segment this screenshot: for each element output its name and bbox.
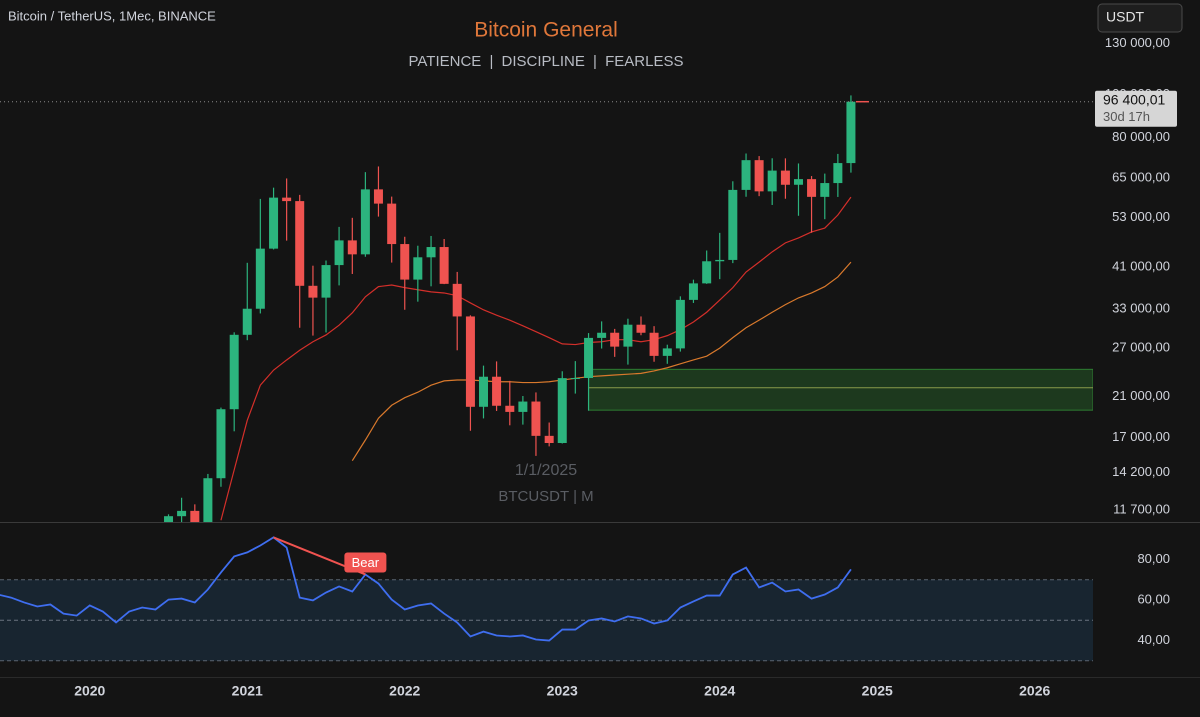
candle-body — [426, 247, 436, 258]
candle-body — [360, 189, 370, 255]
candle-body — [216, 409, 226, 479]
candle-body — [544, 435, 554, 443]
divergence-label-box — [344, 552, 387, 573]
candle-body — [649, 332, 659, 356]
moving-average — [351, 261, 852, 461]
x-tick-label: 2024 — [704, 683, 735, 699]
candle-body — [347, 240, 357, 255]
y-tick-label: 33 000,00 — [1112, 301, 1170, 316]
candle-body — [413, 257, 423, 280]
candle-body — [203, 478, 213, 522]
price-tag — [1095, 90, 1177, 127]
y-tick-label: 80,00 — [1137, 551, 1170, 566]
candle-body — [190, 510, 200, 522]
x-tick-label: 2020 — [74, 683, 105, 699]
candle-body — [229, 334, 239, 410]
candle-body — [728, 189, 738, 260]
candle-body — [387, 203, 397, 245]
candle-body — [518, 401, 528, 412]
divergence-label: Bear — [352, 555, 380, 570]
y-tick-label: 53 000,00 — [1112, 209, 1170, 224]
moving-average — [220, 196, 852, 521]
candle-body — [688, 283, 698, 300]
candle-body — [334, 240, 344, 266]
x-tick-label: 2026 — [1019, 683, 1050, 699]
candle-body — [177, 510, 187, 517]
candle-body — [715, 259, 725, 262]
y-tick-label: 130 000,00 — [1105, 35, 1170, 50]
x-tick-label: 2021 — [232, 683, 263, 699]
y-tick-label: 27 000,00 — [1112, 340, 1170, 355]
x-tick-label: 2023 — [547, 683, 578, 699]
candle-body — [557, 378, 567, 443]
price-tag-countdown: 30d 17h — [1103, 109, 1150, 124]
y-tick-label: 60,00 — [1137, 591, 1170, 606]
symbol-header: Bitcoin / TetherUS, 1Mec, BINANCE — [8, 8, 216, 23]
candle-body — [623, 324, 633, 347]
rsi-line — [0, 536, 852, 642]
currency-label[interactable]: USDT — [1106, 9, 1145, 25]
candle-body — [793, 179, 803, 185]
rsi-pane — [0, 536, 1093, 662]
y-tick-label: 14 200,00 — [1112, 464, 1170, 479]
candle-body — [767, 170, 777, 192]
price-tag-label: 96 400,01 — [1103, 91, 1165, 107]
y-tick-label: 11 700,00 — [1113, 501, 1170, 516]
overlay: 11 700,00 14 200,00 17 000,00 21 000,00 27 0… — [74, 35, 1177, 699]
candle-body — [479, 376, 489, 407]
candle-body — [269, 197, 279, 249]
watermark-date: 1/1/2025 — [515, 462, 577, 479]
x-tick-label: 2022 — [389, 683, 420, 699]
y-tick-label: 41 000,00 — [1112, 259, 1170, 274]
y-tick-label: 17 000,00 — [1112, 429, 1170, 444]
candle-body — [754, 160, 764, 192]
candle-body — [321, 265, 331, 298]
y-tick-label: 40,00 — [1137, 632, 1170, 647]
chart-title: Bitcoin General — [474, 19, 618, 42]
price-pane — [0, 95, 1093, 522]
currency-button-box[interactable] — [1097, 3, 1183, 33]
candle-body — [662, 348, 672, 356]
candle-body — [492, 376, 502, 406]
candle-body — [702, 261, 712, 284]
candle-body — [452, 283, 462, 317]
candle-body — [400, 244, 410, 280]
candle-body — [597, 332, 607, 338]
candle-body — [570, 377, 580, 379]
candle-body — [636, 324, 646, 333]
candle-body — [820, 183, 830, 197]
watermark-symbol: BTCUSDT | M — [498, 488, 593, 505]
demand-zone — [588, 368, 1093, 411]
chart-subtitle: PATIENCE | DISCIPLINE | FEARLESS — [409, 53, 684, 70]
x-tick-label: 2025 — [862, 683, 893, 699]
currency-button[interactable]: USDT — [1097, 3, 1183, 33]
y-tick-label: 21 000,00 — [1112, 388, 1170, 403]
candle-body — [531, 401, 541, 436]
candle-body — [465, 316, 475, 407]
candle-body — [282, 197, 292, 202]
candle-body — [833, 163, 843, 184]
candle-body — [255, 248, 265, 309]
candle-body — [505, 405, 515, 412]
candle-body — [295, 201, 305, 286]
y-tick-label: 65 000,00 — [1112, 169, 1170, 184]
candle-body — [846, 101, 856, 164]
candle-body — [780, 170, 790, 185]
candle-body — [807, 179, 817, 197]
candle-body — [741, 160, 751, 190]
candle-body — [675, 299, 685, 349]
candle-body — [439, 247, 449, 284]
candle-body — [610, 332, 620, 347]
y-tick-label: 80 000,00 — [1112, 129, 1170, 144]
candle-body — [164, 516, 174, 522]
candle-body — [373, 189, 383, 204]
candle-body — [308, 285, 318, 298]
candle-body — [242, 308, 252, 335]
candle-body — [584, 337, 594, 378]
